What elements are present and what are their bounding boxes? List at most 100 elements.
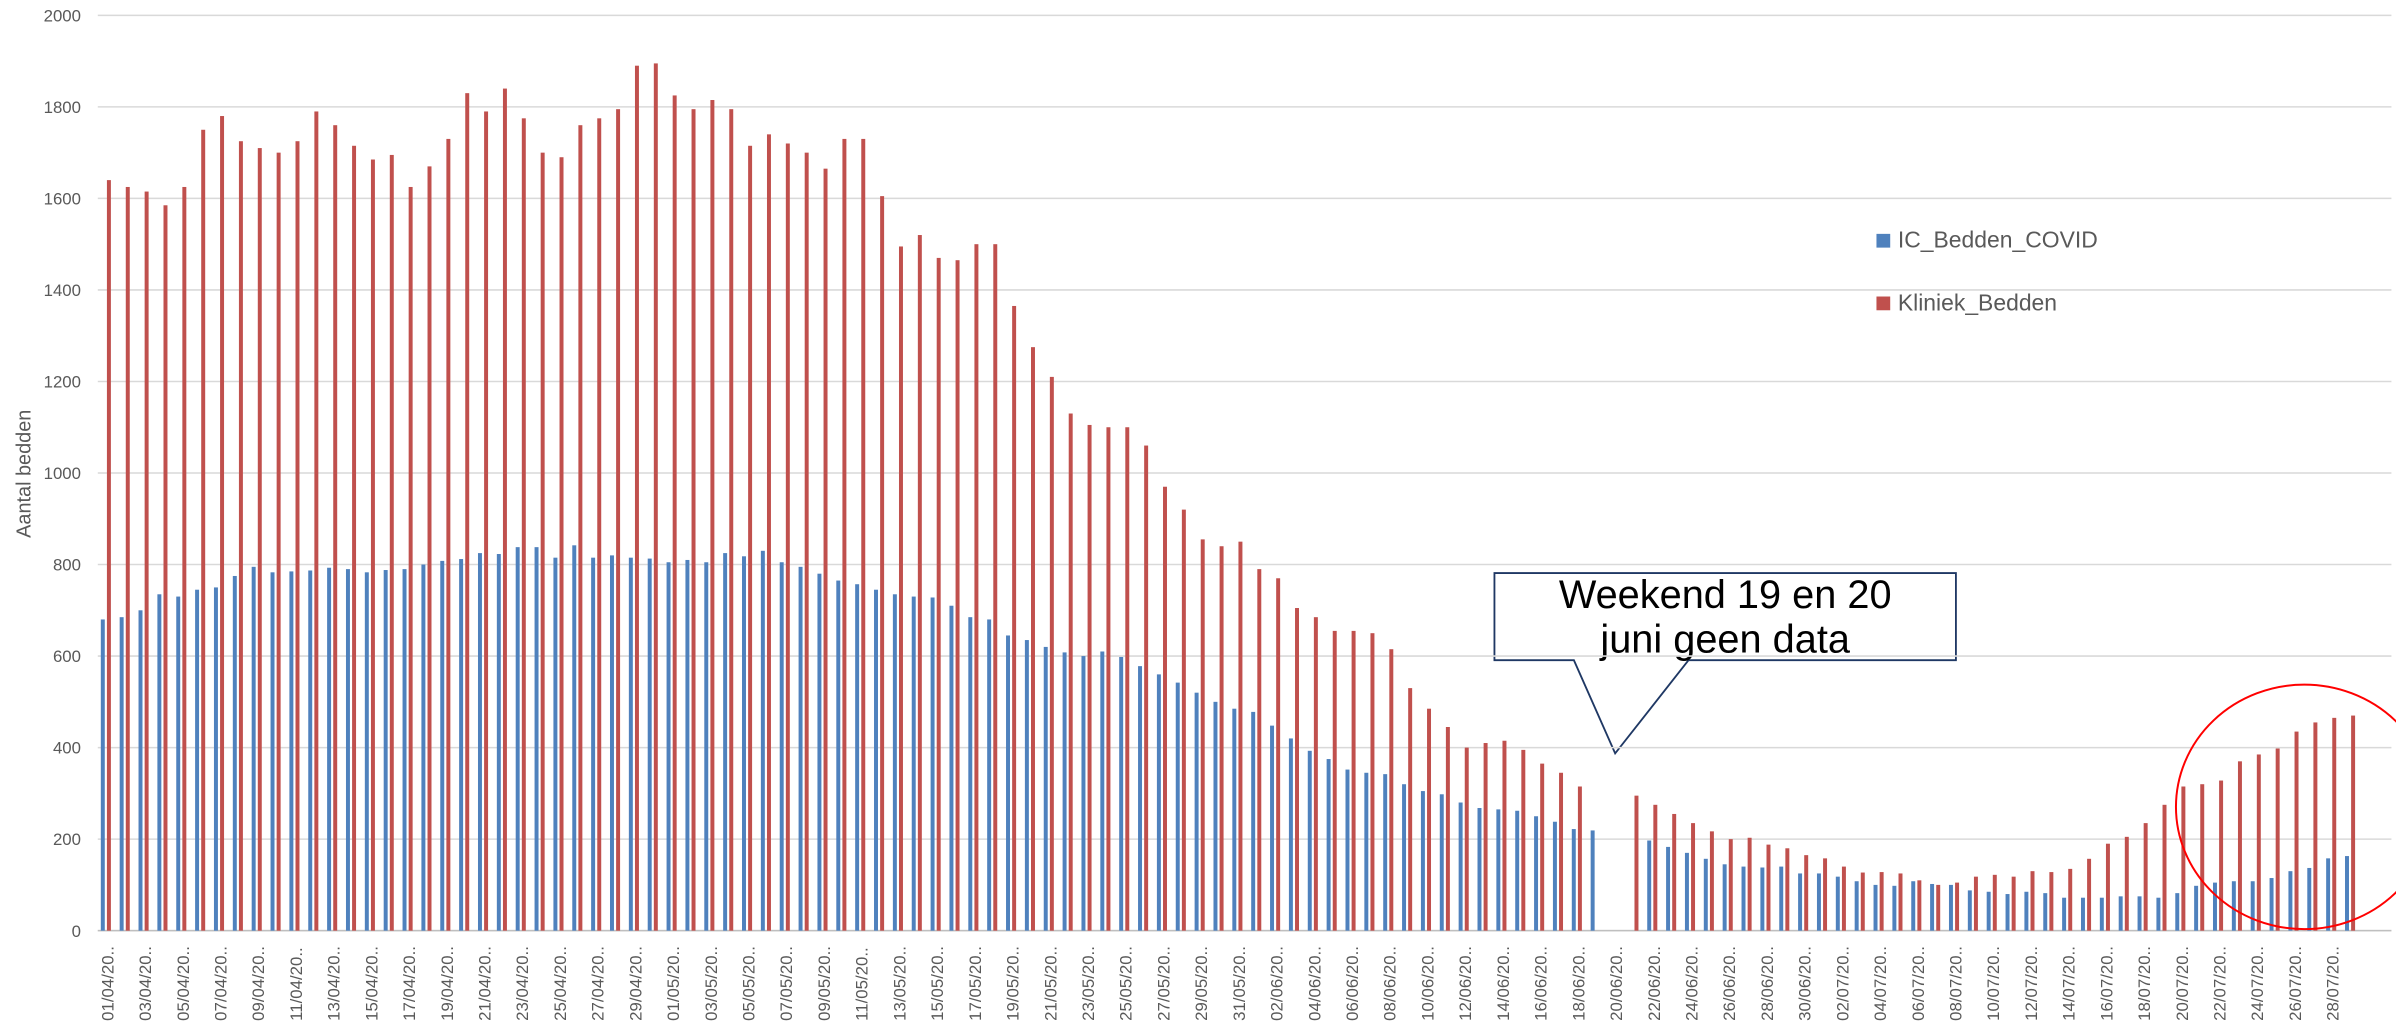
bar xyxy=(1496,809,1501,931)
bar xyxy=(515,547,520,931)
y-tick-label: 1800 xyxy=(44,98,81,117)
bar xyxy=(2024,891,2029,931)
bar xyxy=(2307,867,2312,931)
bar xyxy=(1477,808,1482,931)
bar xyxy=(1106,427,1111,931)
bar xyxy=(251,566,256,931)
bar xyxy=(1634,795,1639,931)
bar xyxy=(1917,880,1922,931)
x-tick-label: 23/04/20.. xyxy=(513,946,532,1021)
x-tick-label: 16/07/20.. xyxy=(2097,946,2116,1021)
bar xyxy=(1351,630,1356,931)
bar xyxy=(1973,876,1978,931)
x-tick-label: 14/06/20.. xyxy=(1494,946,1513,1021)
bar xyxy=(276,152,281,931)
bar xyxy=(779,562,784,931)
x-tick-label: 17/04/20.. xyxy=(400,946,419,1021)
bar xyxy=(729,109,734,931)
bar xyxy=(1703,858,1708,931)
bar xyxy=(1967,890,1972,931)
x-tick-label: 07/05/20.. xyxy=(777,946,796,1021)
bar xyxy=(955,260,960,931)
bar xyxy=(1402,784,1407,931)
x-tick-label: 26/06/20.. xyxy=(1720,946,1739,1021)
x-tick-label: 18/06/20.. xyxy=(1569,946,1588,1021)
bar xyxy=(1326,759,1331,931)
bar xyxy=(1766,844,1771,931)
bar xyxy=(1345,769,1350,931)
bar xyxy=(936,257,941,931)
bar xyxy=(2143,823,2148,931)
bar xyxy=(874,589,878,931)
bar xyxy=(1948,884,1953,931)
bar xyxy=(389,154,394,931)
bar xyxy=(861,138,866,931)
y-tick-label: 400 xyxy=(53,739,81,758)
bar xyxy=(195,589,200,931)
bar xyxy=(742,556,746,931)
bar xyxy=(327,567,332,931)
bar xyxy=(1483,743,1488,931)
bar xyxy=(1445,727,1450,931)
bar xyxy=(572,545,577,931)
bar xyxy=(1841,866,1846,931)
bar xyxy=(540,152,545,931)
bar xyxy=(1936,884,1941,931)
bar xyxy=(176,596,181,931)
bar xyxy=(1835,876,1840,931)
bar xyxy=(1024,640,1029,931)
bar xyxy=(1257,569,1262,931)
x-tick-label: 16/06/20.. xyxy=(1532,946,1551,1021)
x-tick-label: 28/06/20.. xyxy=(1758,946,1777,1021)
y-tick-label: 1600 xyxy=(44,190,81,209)
y-tick-label: 200 xyxy=(53,830,81,849)
bar xyxy=(1653,804,1658,931)
bar xyxy=(2294,731,2299,931)
x-tick-label: 05/05/20.. xyxy=(740,946,759,1021)
bar xyxy=(1138,666,1143,931)
bar xyxy=(157,594,162,931)
bar xyxy=(408,186,413,931)
bar xyxy=(553,557,558,931)
bar xyxy=(1521,749,1526,931)
bar xyxy=(2030,871,2035,931)
bar xyxy=(1181,509,1186,931)
bar xyxy=(1276,578,1281,931)
bar xyxy=(1458,802,1463,931)
bar xyxy=(2231,881,2236,931)
bar xyxy=(201,129,206,931)
bar xyxy=(2256,754,2261,931)
bar xyxy=(1295,608,1299,931)
x-tick-label: 23/05/20.. xyxy=(1079,946,1098,1021)
bar xyxy=(238,141,243,931)
bar xyxy=(823,168,828,931)
x-tick-label: 05/04/20.. xyxy=(174,946,193,1021)
bar xyxy=(2099,897,2104,931)
bar xyxy=(634,65,639,931)
bar xyxy=(1590,830,1595,931)
bar xyxy=(2043,893,2048,931)
legend-label: IC_Bedden_COVID xyxy=(1898,227,2098,253)
bar xyxy=(1383,774,1388,931)
bar xyxy=(295,141,300,931)
plot-area: 0 200 400 600 800 1000 1200 1400 1600 1800 2000 01/… xyxy=(44,6,2392,1021)
x-tick-label: 15/04/20.. xyxy=(362,946,381,1021)
bar xyxy=(1012,305,1017,931)
x-tick-label: 11/05/20.. xyxy=(853,947,872,1020)
bar xyxy=(1722,864,1727,931)
bar xyxy=(1251,711,1256,931)
bar xyxy=(352,145,357,931)
bar xyxy=(1728,839,1733,931)
bar xyxy=(1062,652,1067,931)
bar xyxy=(817,573,822,931)
bar xyxy=(1540,763,1545,931)
x-tick-label: 21/05/20.. xyxy=(1041,946,1060,1021)
bar xyxy=(1992,874,1997,931)
bar xyxy=(1879,872,1884,931)
bar xyxy=(1081,656,1086,931)
bar xyxy=(1068,413,1073,931)
bar xyxy=(1125,427,1130,931)
x-tick-label: 24/07/20.. xyxy=(2248,946,2267,1021)
bar xyxy=(1364,772,1369,931)
bar xyxy=(1873,884,1878,931)
